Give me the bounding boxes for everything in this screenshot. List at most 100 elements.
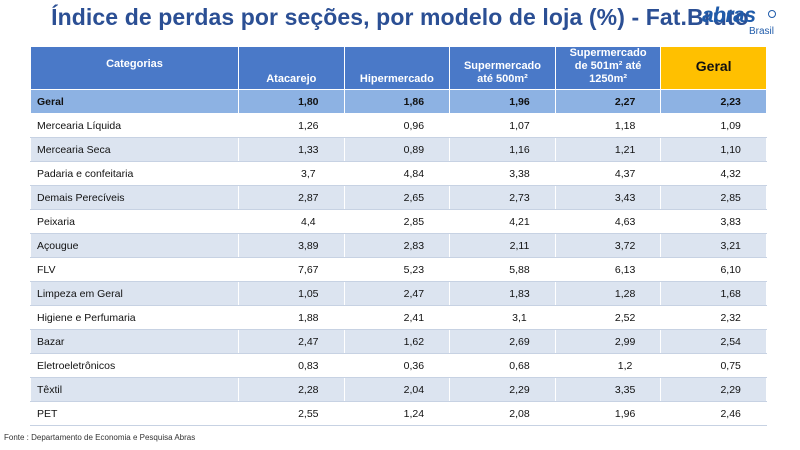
cell-supermercado-500: 2,08 [449, 401, 556, 426]
cell-atacarejo: 0,83 [238, 353, 345, 378]
cell-supermercado-501-1250: 4,63 [554, 209, 662, 234]
cell-atacarejo: 1,05 [238, 281, 345, 306]
cell-atacarejo: 1,88 [238, 305, 345, 330]
cell-atacarejo: 1,33 [238, 137, 345, 162]
cell-geral: 2,32 [660, 305, 767, 330]
table-row: Eletroeletrônicos 0,83 0,36 0,68 1,2 0,75 [30, 353, 767, 378]
header-supermercado-501-1250: Supermercado de 501m² até 1250m² [554, 46, 662, 90]
cell-supermercado-500: 3,1 [449, 305, 556, 330]
table-row: FLV 7,67 5,23 5,88 6,13 6,10 [30, 257, 767, 282]
cell-hipermercado: 1,86 [343, 89, 451, 114]
header-atacarejo: Atacarejo [238, 46, 345, 90]
row-label: Têxtil [30, 377, 239, 402]
cell-supermercado-501-1250: 2,27 [554, 89, 662, 114]
cell-supermercado-501-1250: 1,18 [554, 113, 662, 138]
row-label: Eletroeletrônicos [30, 353, 239, 378]
table-row: Têxtil 2,28 2,04 2,29 3,35 2,29 [30, 377, 767, 402]
cell-geral: 1,10 [660, 137, 767, 162]
cell-supermercado-501-1250: 2,99 [554, 329, 662, 354]
row-label: Higiene e Perfumaria [30, 305, 239, 330]
row-label: Mercearia Líquida [30, 113, 239, 138]
row-label: Peixaria [30, 209, 239, 234]
losses-table: Categorias Atacarejo Hipermercado Superm… [30, 46, 767, 426]
cell-geral: 2,54 [660, 329, 767, 354]
table-row: Açougue 3,89 2,83 2,11 3,72 3,21 [30, 233, 767, 258]
cell-supermercado-501-1250: 3,35 [554, 377, 662, 402]
page-title: Índice de perdas por seções, por modelo … [51, 4, 749, 30]
cell-hipermercado: 5,23 [343, 257, 451, 282]
row-label: Padaria e confeitaria [30, 161, 239, 186]
cell-geral: 2,46 [660, 401, 767, 426]
cell-hipermercado: 2,47 [343, 281, 451, 306]
cell-supermercado-500: 5,88 [449, 257, 556, 282]
table-row: Mercearia Seca 1,33 0,89 1,16 1,21 1,10 [30, 137, 767, 162]
table-row: Limpeza em Geral 1,05 2,47 1,83 1,28 1,68 [30, 281, 767, 306]
row-label: FLV [30, 257, 239, 282]
total-row: Geral 1,80 1,86 1,96 2,27 2,23 [30, 89, 767, 114]
cell-geral: 2,85 [660, 185, 767, 210]
cell-geral: 1,09 [660, 113, 767, 138]
row-label: Açougue [30, 233, 239, 258]
cell-supermercado-500: 2,11 [449, 233, 556, 258]
row-label: Geral [30, 89, 239, 114]
registered-mark-icon [768, 10, 776, 18]
logo-subtitle: Brasil [748, 26, 774, 37]
cell-atacarejo: 2,47 [238, 329, 345, 354]
cell-hipermercado: 0,89 [343, 137, 451, 162]
abras-logo: abras Brasil [702, 4, 788, 40]
cell-supermercado-501-1250: 3,72 [554, 233, 662, 258]
header-geral: Geral [660, 46, 767, 90]
table-row: Peixaria 4,4 2,85 4,21 4,63 3,83 [30, 209, 767, 234]
cell-geral: 2,29 [660, 377, 767, 402]
cell-supermercado-500: 1,07 [449, 113, 556, 138]
cell-atacarejo: 7,67 [238, 257, 345, 282]
cell-hipermercado: 1,24 [343, 401, 451, 426]
table-row: Padaria e confeitaria 3,7 4,84 3,38 4,37 4,32 [30, 161, 767, 186]
cell-atacarejo: 3,7 [238, 161, 345, 186]
table-row: PET 2,55 1,24 2,08 1,96 2,46 [30, 401, 767, 426]
table-row: Bazar 2,47 1,62 2,69 2,99 2,54 [30, 329, 767, 354]
cell-supermercado-500: 2,73 [449, 185, 556, 210]
cell-hipermercado: 2,83 [343, 233, 451, 258]
cell-hipermercado: 2,41 [343, 305, 451, 330]
cell-supermercado-501-1250: 1,21 [554, 137, 662, 162]
cell-supermercado-500: 2,29 [449, 377, 556, 402]
cell-supermercado-501-1250: 4,37 [554, 161, 662, 186]
cell-geral: 6,10 [660, 257, 767, 282]
row-label: Mercearia Seca [30, 137, 239, 162]
row-label: Limpeza em Geral [30, 281, 239, 306]
cell-supermercado-501-1250: 1,28 [554, 281, 662, 306]
cell-geral: 1,68 [660, 281, 767, 306]
cell-supermercado-500: 1,83 [449, 281, 556, 306]
header-hipermercado: Hipermercado [343, 46, 451, 90]
cell-atacarejo: 3,89 [238, 233, 345, 258]
source-note: Fonte : Departamento de Economia e Pesqu… [4, 433, 196, 442]
cell-supermercado-501-1250: 6,13 [554, 257, 662, 282]
table-header-row: Categorias Atacarejo Hipermercado Superm… [30, 46, 767, 90]
cell-hipermercado: 1,62 [343, 329, 451, 354]
cell-hipermercado: 0,36 [343, 353, 451, 378]
cell-atacarejo: 2,55 [238, 401, 345, 426]
cell-hipermercado: 4,84 [343, 161, 451, 186]
cell-supermercado-500: 1,96 [449, 89, 556, 114]
cell-supermercado-500: 0,68 [449, 353, 556, 378]
table-row: Higiene e Perfumaria 1,88 2,41 3,1 2,52 2,32 [30, 305, 767, 330]
cell-geral: 2,23 [660, 89, 767, 114]
cell-atacarejo: 1,26 [238, 113, 345, 138]
cell-supermercado-500: 3,38 [449, 161, 556, 186]
row-label: Demais Perecíveis [30, 185, 239, 210]
cell-hipermercado: 0,96 [343, 113, 451, 138]
cell-atacarejo: 2,28 [238, 377, 345, 402]
cell-supermercado-501-1250: 2,52 [554, 305, 662, 330]
row-label: Bazar [30, 329, 239, 354]
cell-geral: 3,21 [660, 233, 767, 258]
header-categorias: Categorias [30, 46, 239, 90]
cell-geral: 4,32 [660, 161, 767, 186]
cell-atacarejo: 1,80 [238, 89, 345, 114]
cell-supermercado-500: 4,21 [449, 209, 556, 234]
cell-hipermercado: 2,04 [343, 377, 451, 402]
table-row: Mercearia Líquida 1,26 0,96 1,07 1,18 1,09 [30, 113, 767, 138]
cell-supermercado-500: 2,69 [449, 329, 556, 354]
cell-supermercado-501-1250: 3,43 [554, 185, 662, 210]
cell-atacarejo: 4,4 [238, 209, 345, 234]
